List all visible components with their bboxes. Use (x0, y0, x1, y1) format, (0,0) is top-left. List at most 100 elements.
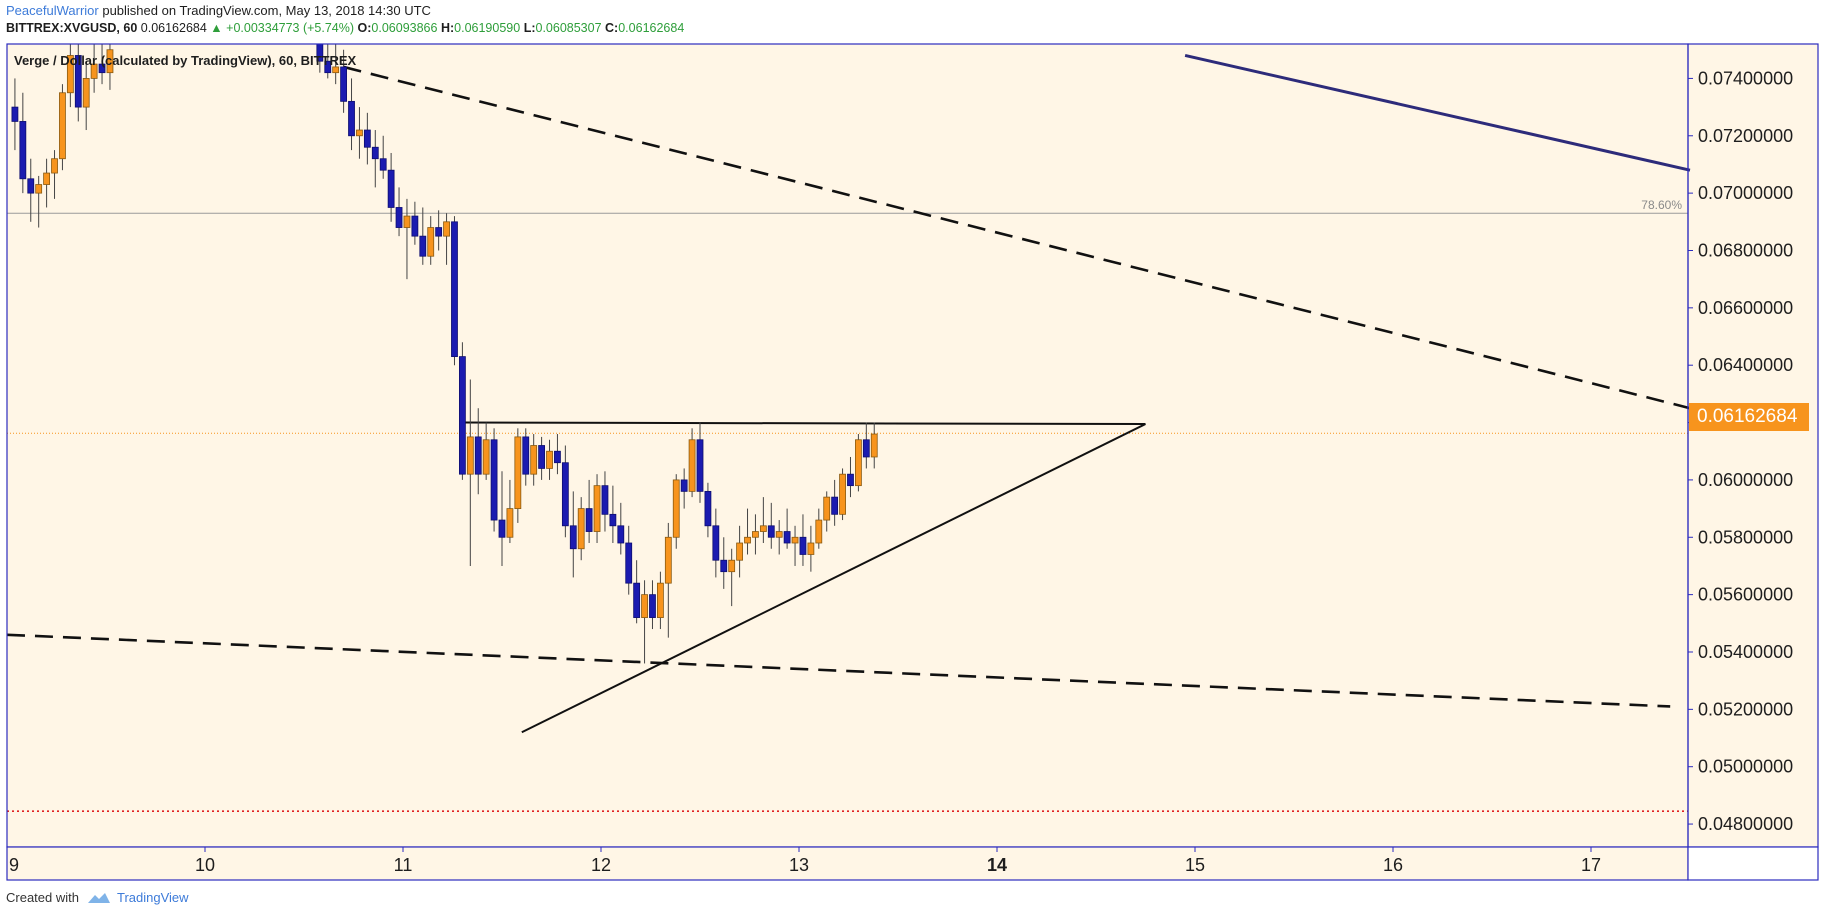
candle (395, 187, 403, 237)
price-change: +0.00334773 (+5.74%) (226, 21, 355, 35)
candle (633, 560, 641, 624)
candle-body (427, 227, 435, 257)
candle-body (847, 473, 854, 487)
candle-body (490, 439, 498, 521)
candle (704, 482, 712, 538)
candle (379, 135, 387, 179)
candle-body (419, 235, 427, 257)
candle (712, 508, 720, 578)
y-tick-label: 0.07200000 (1698, 126, 1793, 146)
y-tick-label: 0.04800000 (1698, 814, 1793, 834)
candle-body (324, 60, 332, 74)
candle-body (59, 92, 66, 160)
candle (617, 502, 625, 555)
candle (815, 508, 823, 549)
candle-body (340, 66, 348, 102)
candle-body (855, 439, 862, 487)
chart-title: Verge / Dollar (calculated by TradingVie… (14, 53, 357, 68)
candle-body (522, 436, 530, 475)
candle (847, 456, 854, 498)
candle (696, 422, 704, 503)
candle (530, 434, 538, 486)
candle (601, 471, 609, 532)
candle-body (720, 559, 728, 573)
candle-body (752, 531, 759, 538)
close-label: C: (605, 21, 619, 35)
candle-body (348, 100, 355, 137)
candle (66, 44, 74, 108)
candle-body (451, 221, 458, 357)
candle (403, 198, 411, 280)
trendline-solid-3 (462, 421, 1146, 425)
candle (506, 479, 514, 544)
trendline-solid_thick-2 (1184, 54, 1691, 172)
candle-body (74, 55, 82, 108)
candle-body (633, 582, 641, 618)
candle (736, 525, 743, 578)
candle (672, 474, 680, 549)
x-tick-label: 11 (394, 855, 413, 875)
candle-body (35, 184, 43, 194)
candle-body (530, 445, 538, 475)
open-label: O: (357, 21, 372, 35)
candle-body (466, 436, 474, 475)
symbol-quote-line: BITTREX:XVGUSD, 60 0.06162684 ▲ +0.00334… (6, 21, 684, 35)
candle-body (736, 542, 743, 561)
x-tick-label: 17 (1581, 855, 1601, 875)
candle (807, 525, 815, 572)
symbol-label: BITTREX:XVGUSD, 60 (6, 21, 138, 35)
candle-body (443, 221, 450, 237)
publish-header: PeacefulWarrior published on TradingView… (6, 3, 431, 18)
candle (514, 428, 522, 523)
candle (35, 175, 43, 228)
open-value: 0.06093866 (371, 21, 438, 35)
candle (625, 525, 633, 595)
candle-body (625, 542, 633, 584)
trendline-solid-4 (521, 423, 1146, 734)
x-tick-label: 13 (789, 855, 809, 875)
candle (43, 158, 50, 208)
y-tick-label: 0.05800000 (1698, 527, 1793, 547)
low-value: 0.06085307 (535, 21, 602, 35)
candle (522, 428, 530, 486)
candle-body (585, 508, 593, 532)
tradingview-logo-icon (87, 892, 110, 903)
candle-body (98, 63, 106, 74)
y-tick-label: 0.07400000 (1698, 68, 1793, 88)
candle (752, 514, 759, 555)
candle-body (474, 436, 482, 475)
y-tick-label: 0.07000000 (1698, 183, 1793, 203)
candle (490, 428, 498, 532)
candle (74, 44, 82, 122)
created-with-text: Created with (6, 890, 79, 905)
candle (466, 379, 474, 566)
candle-body (704, 490, 712, 527)
tradingview-brand-link[interactable]: TradingView (116, 890, 189, 905)
candle (538, 436, 545, 480)
axis-background (1688, 44, 1818, 847)
last-price: 0.06162684 (140, 21, 207, 35)
high-label: H: (440, 21, 455, 35)
candle (498, 471, 506, 566)
x-tick-label: 16 (1383, 855, 1403, 875)
candle-body (371, 146, 379, 160)
candle (474, 408, 482, 495)
author-name[interactable]: PeacefulWarrior (6, 3, 99, 18)
candle (411, 201, 419, 245)
candle (823, 491, 831, 532)
candle-body (657, 582, 664, 618)
candle (332, 44, 340, 85)
candle (688, 428, 696, 498)
candle-body (617, 525, 625, 544)
candle (387, 152, 395, 222)
published-text: published on TradingView.com, May 13, 20… (102, 3, 431, 18)
up-arrow-icon: ▲ (210, 21, 223, 35)
candle-body (807, 542, 815, 555)
candle (855, 434, 862, 492)
x-tick-label: 9 (9, 855, 19, 875)
y-tick-label: 0.05400000 (1698, 642, 1793, 662)
candle-body (823, 496, 831, 521)
candle (585, 479, 593, 544)
y-tick-label: 0.06400000 (1698, 355, 1793, 375)
